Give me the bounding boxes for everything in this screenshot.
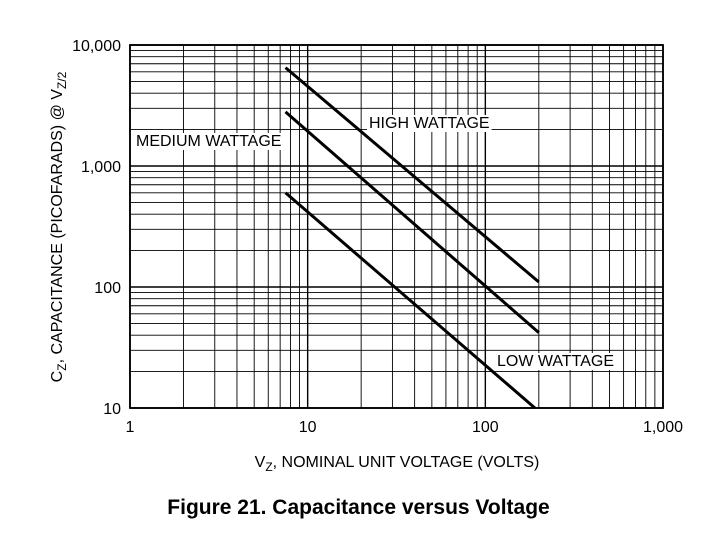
- series-label-medium-wattage: MEDIUM WATTAGE: [136, 133, 281, 150]
- plot-background: [0, 0, 717, 485]
- series-label-high-wattage: HIGH WATTAGE: [369, 115, 490, 132]
- grid: [129, 44, 664, 409]
- figure-caption: Figure 21. Capacitance versus Voltage: [167, 496, 550, 519]
- x-tick-label: 1,000: [643, 419, 683, 436]
- y-axis-title: CZ, CAPACITANCE (PICOFARADS) @ VZ/2: [49, 71, 69, 382]
- plot-frame: [129, 44, 664, 409]
- series-label-background: [495, 353, 617, 370]
- series-lines: [284, 66, 540, 410]
- x-tick-label: 1: [126, 419, 135, 436]
- x-axis-title: VZ, NOMINAL UNIT VOLTAGE (VOLTS): [255, 454, 540, 474]
- y-tick-labels: 10 100 1,000 10,000: [72, 38, 121, 418]
- x-tick-labels: 1 10 100 1,000: [126, 419, 684, 436]
- series-label-low-wattage: LOW WATTAGE: [497, 353, 614, 370]
- y-tick-label: 10: [103, 401, 121, 418]
- x-tick-label: 100: [472, 419, 499, 436]
- y-tick-label: 1,000: [81, 159, 121, 176]
- series-label-background: [367, 115, 492, 132]
- series-line-medium-wattage: [284, 110, 540, 334]
- series-labels: HIGH WATTAGE MEDIUM WATTAGE LOW WATTAGE: [134, 115, 617, 370]
- series-line-low-wattage: [284, 191, 536, 410]
- y-tick-label: 10,000: [72, 38, 121, 55]
- y-tick-label: 100: [94, 280, 121, 297]
- x-tick-label: 10: [299, 419, 317, 436]
- series-line-high-wattage: [284, 66, 540, 284]
- series-label-background: [134, 133, 284, 150]
